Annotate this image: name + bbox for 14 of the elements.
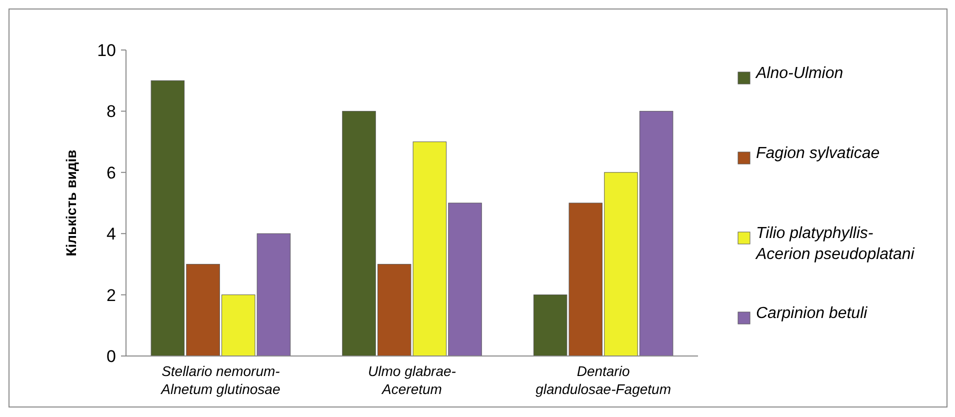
y-tick-label: 0 (106, 346, 116, 366)
legend-label: Tilio platyphyllis- Acerion pseudoplatani (755, 225, 915, 263)
x-tick-label: Ulmo glabrae- Aceretum (368, 363, 456, 397)
y-tick-label: 8 (106, 102, 116, 122)
legend-label: Alno-Ulmion (755, 65, 844, 82)
y-tick-label: 2 (106, 286, 116, 305)
y-tick-label: 4 (106, 224, 116, 244)
y-tick-label: 10 (97, 40, 116, 60)
x-tick-label: Stellario nemorum- Alnetum glutinosae (160, 363, 280, 397)
y-tick-label: 6 (106, 163, 116, 182)
legend-label: Fagion sylvaticae (756, 145, 880, 162)
x-tick-label: Dentario glandulosae-Fagetum (536, 363, 672, 397)
y-axis-title: Кількість видів (63, 149, 79, 256)
legend-label: Carpinion betuli (756, 305, 868, 322)
